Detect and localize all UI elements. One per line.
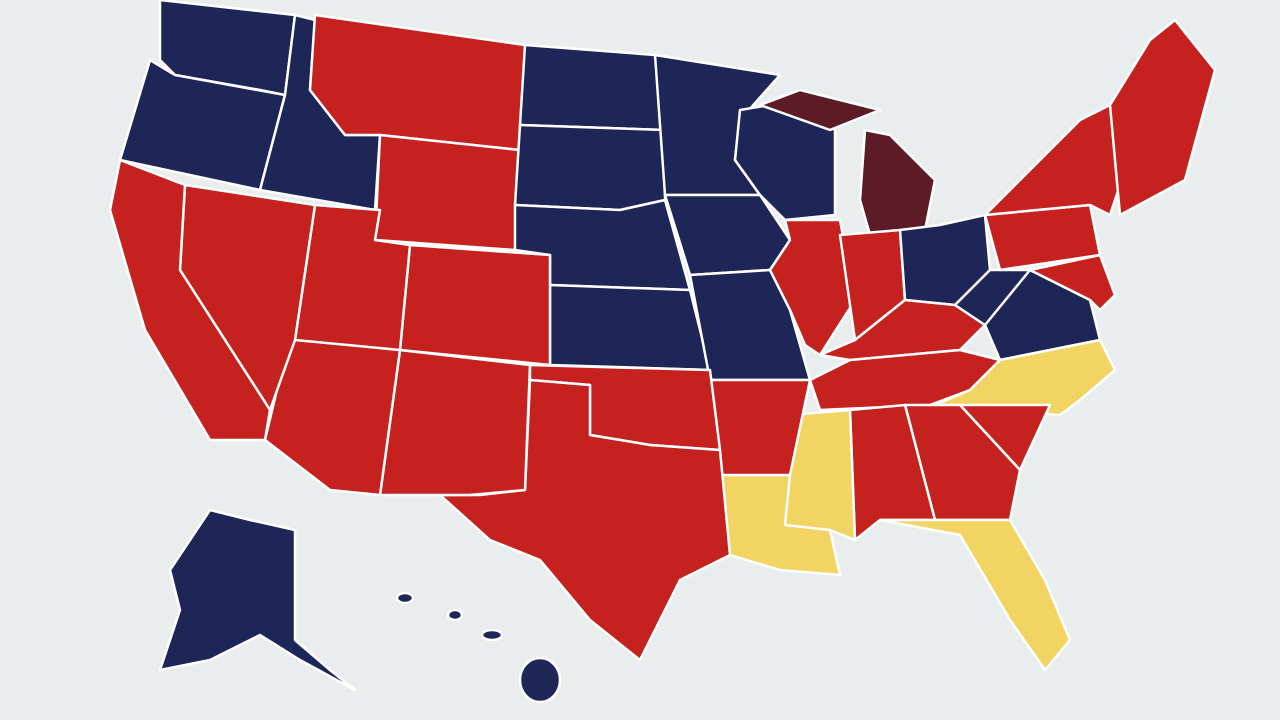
region xyxy=(518,656,562,704)
region xyxy=(378,348,532,497)
region xyxy=(983,268,1102,362)
region xyxy=(878,518,1072,672)
region xyxy=(688,268,812,382)
region xyxy=(1028,253,1117,312)
region xyxy=(446,608,464,622)
region xyxy=(158,508,357,692)
region xyxy=(518,43,667,132)
region xyxy=(118,58,287,192)
region xyxy=(718,473,842,577)
region xyxy=(513,123,667,212)
region xyxy=(398,243,552,367)
region xyxy=(480,628,504,642)
regions xyxy=(108,0,1217,704)
region xyxy=(548,283,712,372)
region xyxy=(1108,18,1217,217)
region xyxy=(933,338,1117,417)
region xyxy=(758,88,882,132)
region xyxy=(983,103,1122,217)
region xyxy=(395,591,415,605)
region xyxy=(108,158,272,442)
region xyxy=(373,133,522,252)
